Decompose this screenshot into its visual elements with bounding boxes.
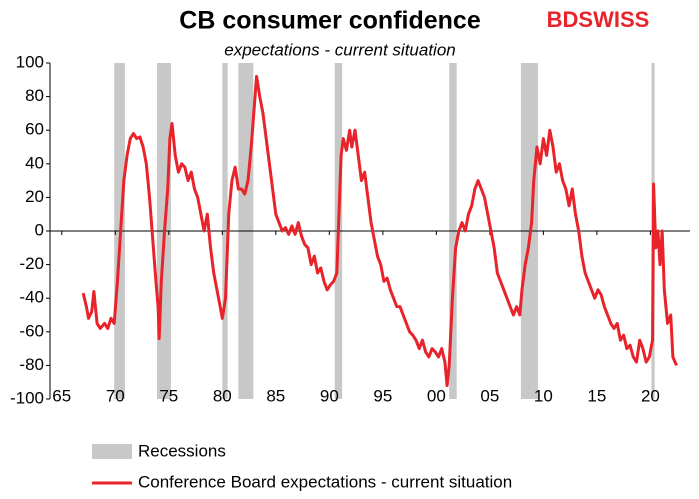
data-line [81, 74, 678, 388]
y-tick-label: -60 [19, 321, 44, 340]
x-tick-label: 05 [480, 386, 499, 405]
legend-label: Conference Board expectations - current … [138, 472, 512, 491]
chart-subtitle: expectations - current situation [224, 40, 456, 59]
legend-swatch [92, 444, 132, 459]
y-tick-label: -20 [19, 254, 44, 273]
x-tick-label: 20 [641, 386, 660, 405]
x-tick-label: 90 [320, 386, 339, 405]
x-tick-label: 15 [587, 386, 606, 405]
x-tick-label: 10 [534, 386, 553, 405]
x-tick-label: 65 [52, 386, 71, 405]
x-tick-label: 85 [266, 386, 285, 405]
legend-label: Recessions [138, 441, 226, 460]
x-tick-label: 80 [213, 386, 232, 405]
y-tick-label: 100 [16, 52, 44, 71]
brand-logo: BDSWISS [547, 7, 650, 32]
x-tick-label: 95 [373, 386, 392, 405]
y-tick-label: 80 [25, 86, 44, 105]
y-tick-label: 60 [25, 120, 44, 139]
y-tick-label: 20 [25, 187, 44, 206]
y-tick-label: 0 [35, 220, 44, 239]
chart-title: CB consumer confidence [179, 7, 481, 35]
x-tick-label: 00 [427, 386, 446, 405]
x-tick-label: 75 [159, 386, 178, 405]
y-tick-label: -40 [19, 288, 44, 307]
y-tick-label: 40 [25, 153, 44, 172]
x-tick-label: 70 [106, 386, 125, 405]
y-tick-label: -80 [19, 355, 44, 374]
y-tick-label: -100 [10, 388, 44, 407]
